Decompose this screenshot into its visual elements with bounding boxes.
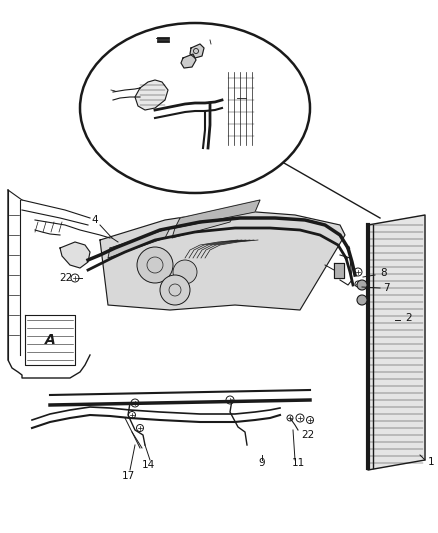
Polygon shape [368,215,425,470]
Text: 14: 14 [141,460,155,470]
Text: 8: 8 [380,268,387,278]
Polygon shape [135,80,168,110]
Text: 2: 2 [405,313,412,323]
Text: 1: 1 [428,457,434,467]
Ellipse shape [80,23,310,193]
Text: 20: 20 [141,32,155,42]
Text: 9: 9 [102,85,109,95]
Circle shape [357,280,367,290]
Polygon shape [100,210,345,310]
Polygon shape [334,263,344,278]
Polygon shape [108,228,170,258]
Text: 23: 23 [307,258,320,268]
Text: 21: 21 [162,51,175,61]
Polygon shape [181,54,196,68]
Text: 22: 22 [60,273,73,283]
Text: 4: 4 [248,93,254,103]
Circle shape [137,247,173,283]
Text: 9: 9 [259,458,265,468]
Circle shape [357,295,367,305]
Polygon shape [172,212,235,238]
Polygon shape [175,200,260,228]
Polygon shape [60,242,90,268]
Text: 22: 22 [301,430,314,440]
Text: 7: 7 [383,283,390,293]
Text: 18: 18 [214,33,227,43]
Circle shape [173,260,197,284]
Text: 4: 4 [92,215,98,225]
Text: 17: 17 [121,471,134,481]
Circle shape [160,275,190,305]
Text: 11: 11 [291,458,304,468]
Polygon shape [190,44,204,58]
Text: 22: 22 [205,147,219,157]
Text: A: A [45,333,55,347]
